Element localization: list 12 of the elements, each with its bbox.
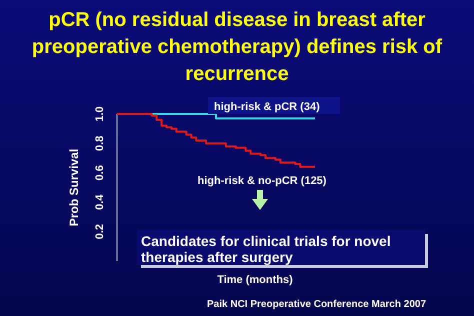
series-label: high-risk & pCR (34) <box>214 101 320 113</box>
x-axis-title: Time (months) <box>217 274 294 286</box>
text: Paik NCI Preoperative Conference March 2007 <box>207 299 426 310</box>
series-label: high-risk & no-pCR (125) <box>198 175 327 187</box>
y-tick-label: 1.0 <box>94 106 106 122</box>
y-axis-title: Prob Survival <box>67 148 81 226</box>
y-tick-label: 0.2 <box>94 224 106 240</box>
y-tick-label: 0.6 <box>94 165 106 180</box>
y-tick-label: 0.4 <box>94 194 106 210</box>
y-tick-label: 0.8 <box>94 136 106 152</box>
chart-title: pCR (no residual disease in breast after preoperative chemotherapy) defines risk of recurrence <box>32 9 442 85</box>
annotation: Candidates for clinical trials for novel therapies after surgery <box>141 233 391 265</box>
